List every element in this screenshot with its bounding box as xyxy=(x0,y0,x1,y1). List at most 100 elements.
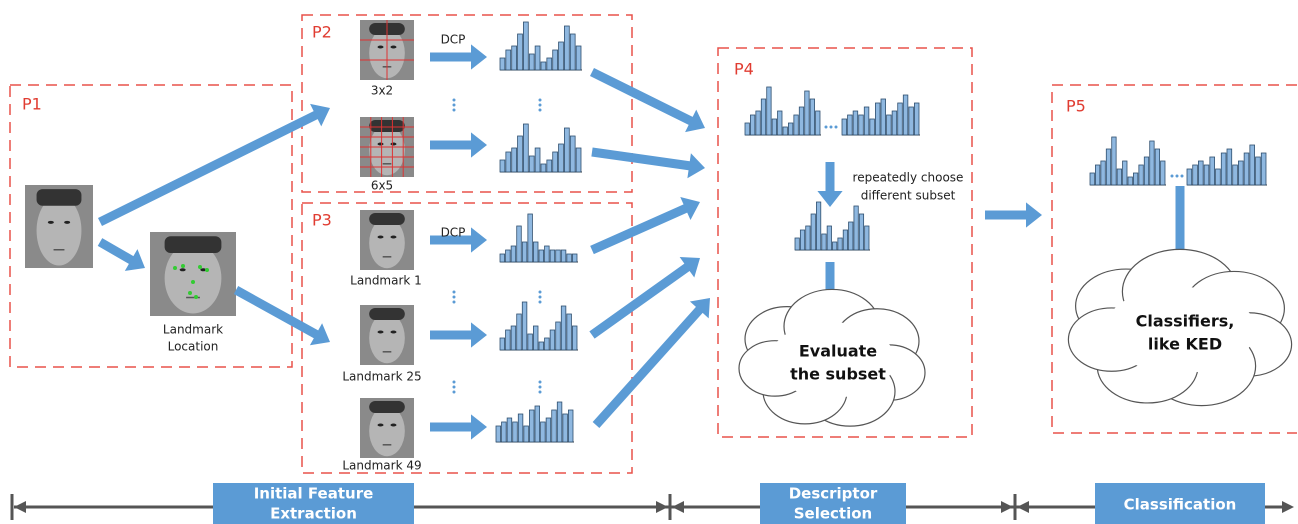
hair xyxy=(37,189,82,206)
hist-bar xyxy=(805,91,809,135)
ellipsis-dot xyxy=(539,381,542,384)
hist-bar xyxy=(507,418,512,442)
ellipsis-dot xyxy=(539,386,542,389)
panel-box xyxy=(302,15,632,192)
arrow xyxy=(817,162,842,207)
eye xyxy=(378,143,384,146)
hist-bar xyxy=(506,152,511,172)
landmark-label: Landmark 49 xyxy=(342,459,421,473)
hist-bar xyxy=(523,124,528,172)
hist-bar xyxy=(816,111,820,135)
hist-bar xyxy=(1187,169,1192,185)
hist-bar xyxy=(556,322,561,350)
hist-bar xyxy=(816,202,820,250)
hist-bar xyxy=(506,250,511,262)
hist-bar xyxy=(1133,173,1137,185)
hist-bar xyxy=(535,406,540,442)
eye xyxy=(180,268,186,271)
hist-bar xyxy=(529,54,534,70)
hist-bar xyxy=(529,156,534,172)
hist-bar xyxy=(539,342,544,350)
hist-bar xyxy=(1204,165,1209,185)
arrow xyxy=(98,104,330,226)
hist-bar xyxy=(1244,153,1249,185)
ellipsis-dot xyxy=(539,99,542,102)
hist-bar xyxy=(1238,161,1243,185)
ellipsis-dot xyxy=(539,301,542,304)
hist-bar xyxy=(1117,169,1121,185)
eye xyxy=(390,331,396,334)
face xyxy=(37,196,82,266)
landmark-label: Landmark 1 xyxy=(350,274,422,288)
eye xyxy=(390,236,396,239)
hist-bar xyxy=(506,330,511,350)
ellipsis-dot xyxy=(453,104,456,107)
landmark-dot xyxy=(188,291,192,295)
hist-bar xyxy=(572,326,577,350)
hist-bar xyxy=(849,222,853,250)
arrow xyxy=(591,148,705,179)
eye xyxy=(48,221,54,224)
ellipsis-dot xyxy=(539,109,542,112)
timeline-arrowhead xyxy=(14,501,26,513)
hist-bar xyxy=(500,338,505,350)
ellipsis-dot xyxy=(453,381,456,384)
hist-bar xyxy=(881,99,886,135)
face xyxy=(165,243,222,314)
timeline-arrowhead xyxy=(1017,501,1029,513)
hist-bar xyxy=(783,127,787,135)
hist-bar xyxy=(528,214,533,262)
hist-bar xyxy=(898,103,903,135)
ellipsis-dot xyxy=(1181,175,1184,178)
hist-bar xyxy=(513,422,518,442)
hist-bar xyxy=(1112,137,1116,185)
hist-bar xyxy=(518,136,523,172)
hist-bar xyxy=(533,242,538,262)
hist-bar xyxy=(1150,141,1154,185)
hist-bar xyxy=(1123,161,1127,185)
hist-bar xyxy=(778,111,782,135)
panel-label: P3 xyxy=(312,211,332,230)
hist-bar xyxy=(750,115,754,135)
hist-bar xyxy=(496,426,501,442)
hist-bar xyxy=(788,123,792,135)
landmark-dot xyxy=(173,266,177,270)
hist-bar xyxy=(523,22,528,70)
face xyxy=(369,125,405,175)
hist-bar xyxy=(524,426,529,442)
grid-label: 3x2 xyxy=(371,84,393,98)
hist-bar xyxy=(833,242,837,250)
method-label: DCP xyxy=(441,33,466,47)
hist-bar xyxy=(500,58,505,70)
hist-bar xyxy=(1106,149,1110,185)
hist-bar xyxy=(859,214,863,250)
cloud-text: like KED xyxy=(1148,335,1222,354)
panel-label: P5 xyxy=(1066,97,1086,116)
stage-label: Descriptor xyxy=(789,485,878,503)
hist-bar xyxy=(539,250,544,262)
arrow xyxy=(430,322,487,347)
hist-bar xyxy=(512,148,517,172)
landmark-dot xyxy=(205,268,209,272)
eye xyxy=(390,46,396,49)
hist-bar xyxy=(550,250,555,262)
landmark-dot xyxy=(181,264,185,268)
hist-bar xyxy=(1161,161,1165,185)
hair xyxy=(369,120,405,132)
hist-bar xyxy=(535,46,540,70)
hist-bar xyxy=(1210,157,1215,185)
hist-bar xyxy=(795,238,799,250)
arrow xyxy=(590,68,705,132)
ellipsis-dot xyxy=(835,126,838,129)
arrow xyxy=(234,286,330,345)
hist-bar xyxy=(756,111,760,135)
hist-bar xyxy=(557,402,562,442)
hist-bar xyxy=(1216,169,1221,185)
hist-bar xyxy=(570,34,575,70)
ellipsis-dot xyxy=(453,99,456,102)
hist-bar xyxy=(1193,165,1198,185)
eye xyxy=(378,46,384,49)
hist-bar xyxy=(887,115,892,135)
ellipsis-dot xyxy=(1171,175,1174,178)
hist-bar xyxy=(500,254,505,262)
